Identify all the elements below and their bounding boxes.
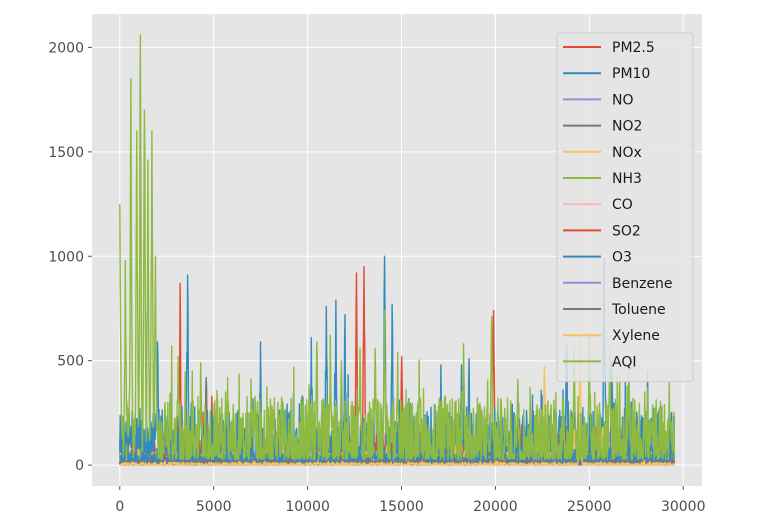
x-axis-ticks: 0 5000 10000 15000 20000 25000 30000	[115, 486, 705, 515]
legend-label: SO2	[612, 223, 641, 239]
y-tick-label: 1500	[48, 145, 84, 161]
legend-label: NO2	[612, 119, 642, 135]
series-line-aqi	[119, 34, 676, 461]
legend-label: CO	[612, 197, 633, 213]
legend-label: AQI	[612, 354, 636, 370]
y-tick-label: 2000	[48, 40, 84, 56]
series-lines	[119, 34, 676, 466]
legend-label: O3	[612, 250, 632, 266]
x-tick-label: 25000	[567, 499, 612, 515]
y-axis-ticks: 0 500 1000 1500 2000	[48, 40, 92, 474]
legend-label: Toluene	[611, 302, 666, 318]
legend-label: NO	[612, 92, 634, 108]
series-line-xylene	[119, 328, 676, 466]
legend-box	[556, 32, 694, 383]
y-tick-label: 0	[75, 458, 84, 474]
x-tick-label: 10000	[285, 499, 330, 515]
legend: PM2.5 PM10 NO NO2 NOx NH3 CO SO2 O3 Benzene Toluen…	[556, 32, 694, 383]
legend-label: Benzene	[612, 276, 673, 292]
series-line-pm10	[119, 255, 676, 461]
legend-label: PM10	[612, 66, 650, 82]
y-tick-label: 1000	[48, 249, 84, 265]
legend-label: Xylene	[612, 328, 660, 344]
legend-label: PM2.5	[612, 40, 655, 56]
y-tick-label: 500	[57, 354, 84, 370]
x-tick-label: 0	[115, 499, 124, 515]
x-tick-label: 20000	[473, 499, 518, 515]
x-tick-label: 15000	[379, 499, 424, 515]
legend-label: NOx	[612, 145, 642, 161]
legend-label: NH3	[612, 171, 642, 187]
x-tick-label: 5000	[196, 499, 232, 515]
x-tick-label: 30000	[661, 499, 706, 515]
